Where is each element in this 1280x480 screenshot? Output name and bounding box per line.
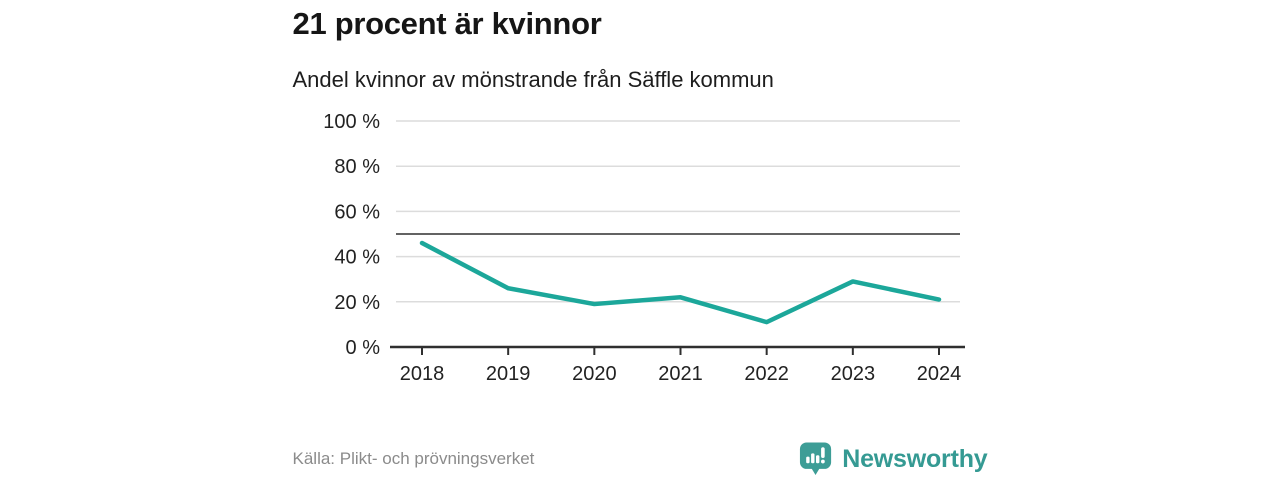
x-tick-label: 2022 — [744, 363, 789, 385]
brand-logo: Newsworthy — [799, 441, 988, 477]
y-tick-label: 80 % — [334, 156, 380, 178]
content-column: 21 procent är kvinnor Andel kvinnor av m… — [293, 0, 988, 480]
footer: Källa: Plikt- och prövningsverket Newswo… — [293, 440, 988, 478]
x-tick-label: 2024 — [916, 363, 961, 385]
x-tick-label: 2020 — [572, 363, 617, 385]
chart-subtitle: Andel kvinnor av mönstrande från Säffle … — [292, 67, 774, 92]
y-tick-label: 40 % — [334, 247, 380, 269]
x-tick-label: 2023 — [830, 363, 875, 385]
x-tick-label: 2021 — [658, 363, 703, 385]
y-tick-label: 20 % — [334, 292, 380, 314]
line-chart: 0 % 20 % 40 % 60 % 80 % 100 % 2018 2019 2020 2021… — [323, 111, 965, 385]
page-title: 21 procent är kvinnor — [292, 6, 602, 41]
data-series-line — [419, 240, 941, 325]
chart-area: 0 % 20 % 40 % 60 % 80 % 100 % 2018 2019 2020 2021… — [293, 109, 988, 394]
source-label: Källa: Plikt- och prövningsverket — [292, 449, 535, 468]
x-tick-label: 2019 — [485, 363, 529, 385]
brand-name: Newsworthy — [842, 444, 988, 473]
y-tick-label: 0 % — [345, 337, 380, 359]
y-tick-label: 100 % — [323, 111, 380, 133]
y-tick-label: 60 % — [334, 201, 380, 223]
x-tick-label: 2018 — [399, 363, 444, 385]
newsworthy-speechbubble-chart-icon — [800, 442, 832, 476]
